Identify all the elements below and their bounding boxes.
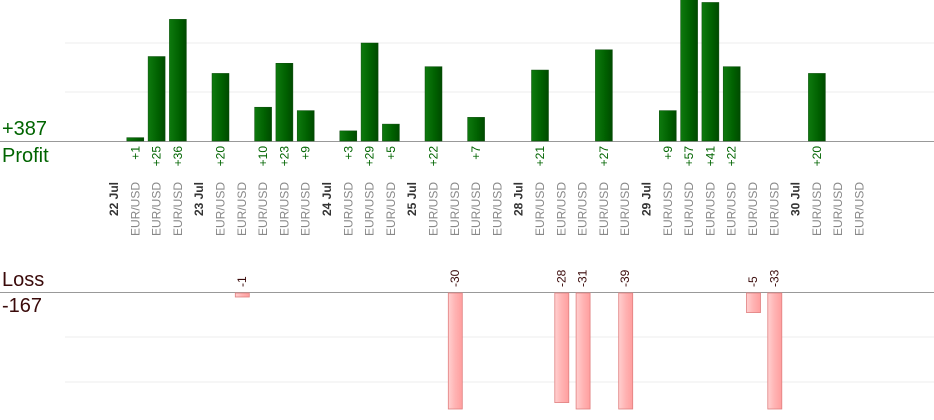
profit-bar (211, 73, 230, 142)
profit-bar (126, 137, 145, 142)
profit-value-label: +10 (256, 146, 270, 167)
date-label: 28 Jul (512, 182, 526, 216)
profit-value-label: +20 (214, 146, 228, 167)
pair-label: EUR/USD (746, 182, 760, 236)
profit-value-label: +25 (150, 146, 164, 167)
pair-label: EUR/USD (618, 182, 632, 236)
pair-label: EUR/USD (533, 182, 547, 236)
profit-value-label: +27 (597, 146, 611, 167)
pair-label: EUR/USD (810, 182, 824, 236)
pair-label: EUR/USD (554, 182, 568, 236)
pair-label: EUR/USD (150, 182, 164, 236)
loss-bar (767, 292, 783, 410)
pair-label: EUR/USD (490, 182, 504, 236)
profit-bar (360, 42, 379, 142)
labels: 22 Jul EUR/USD +1 EUR/USD +25 EUR/USD +36 23 Ju… (107, 146, 867, 287)
profit-value-label: +21 (533, 146, 547, 167)
pair-label: EUR/USD (384, 182, 398, 236)
profit-value-label: +41 (703, 146, 717, 167)
loss-value-label: -33 (767, 269, 781, 287)
profit-bar (595, 49, 613, 142)
pair-label: EUR/USD (427, 182, 441, 236)
gridlines (0, 42, 934, 383)
profit-bar (147, 56, 166, 142)
date-label: 24 Jul (320, 182, 334, 216)
date-label: 29 Jul (640, 182, 654, 216)
profit-value-label: +23 (277, 146, 291, 167)
profit-bar (339, 130, 358, 142)
pair-label: EUR/USD (363, 182, 377, 236)
loss-total: -167 (2, 295, 43, 317)
profit-bar (382, 123, 400, 142)
profit-value-label: +22 (725, 146, 739, 167)
pair-label: EUR/USD (128, 182, 142, 236)
loss-bar (447, 292, 463, 410)
profit-bar (467, 117, 485, 142)
profit-bar (275, 63, 294, 142)
profit-value-label: +29 (363, 146, 377, 167)
profit-total: +387 (2, 118, 48, 140)
profit-bar (808, 73, 826, 142)
pair-label: EUR/USD (576, 182, 590, 236)
pair-label: EUR/USD (341, 182, 355, 236)
profit-bar (169, 19, 187, 142)
loss-value-label: -1 (235, 276, 249, 287)
pair-label: EUR/USD (469, 182, 483, 236)
pair-label: EUR/USD (277, 182, 291, 236)
loss-value-label: -39 (618, 269, 632, 287)
profit-bar (701, 2, 720, 142)
date-label: 25 Jul (405, 182, 419, 216)
pair-label: EUR/USD (256, 182, 270, 236)
pair-label: EUR/USD (597, 182, 611, 236)
pair-label: EUR/USD (682, 182, 696, 236)
profit-value-label: +36 (171, 146, 185, 167)
loss-value-label: -28 (554, 269, 568, 287)
loss-bar (575, 292, 591, 410)
pair-label: EUR/USD (831, 182, 845, 236)
date-label: 30 Jul (789, 182, 803, 216)
pair-label: EUR/USD (235, 182, 249, 236)
profit-value-label: +7 (469, 146, 483, 160)
pair-label: EUR/USD (448, 182, 462, 236)
loss-value-label: -5 (746, 276, 760, 287)
profit-bar (659, 110, 677, 142)
profit-value-label: +5 (384, 146, 398, 160)
loss-title: Loss (2, 269, 45, 291)
profit-value-label: +9 (661, 146, 675, 160)
pair-label: EUR/USD (214, 182, 228, 236)
pair-label: EUR/USD (703, 182, 717, 236)
pair-label: EUR/USD (661, 182, 675, 236)
profit-bar (424, 66, 443, 142)
profit-bar (296, 110, 315, 142)
loss-value-label: -30 (448, 269, 462, 287)
profit-bar (722, 66, 741, 142)
profit-title: Profit (2, 145, 49, 167)
profit-value-label: +9 (299, 146, 313, 160)
profit-value-label: +22 (427, 146, 441, 167)
date-label: 22 Jul (107, 182, 121, 216)
loss-bar (746, 292, 761, 313)
profit-bar (254, 106, 272, 142)
loss-bar (618, 292, 634, 410)
loss-value-label: -31 (576, 269, 590, 287)
loss-bar (234, 292, 250, 298)
pair-label: EUR/USD (767, 182, 781, 236)
bars (126, 0, 826, 410)
pair-label: EUR/USD (299, 182, 313, 236)
profit-value-label: +57 (682, 146, 696, 167)
profit-value-label: +3 (341, 146, 355, 160)
loss-bar (554, 292, 570, 403)
profit-value-label: +20 (810, 146, 824, 167)
pair-label: EUR/USD (171, 182, 185, 236)
pair-label: EUR/USD (725, 182, 739, 236)
date-label: 23 Jul (192, 182, 206, 216)
profit-bar (680, 0, 698, 142)
profit-value-label: +1 (128, 146, 142, 160)
profit-bar (531, 69, 549, 142)
pair-label: EUR/USD (853, 182, 867, 236)
